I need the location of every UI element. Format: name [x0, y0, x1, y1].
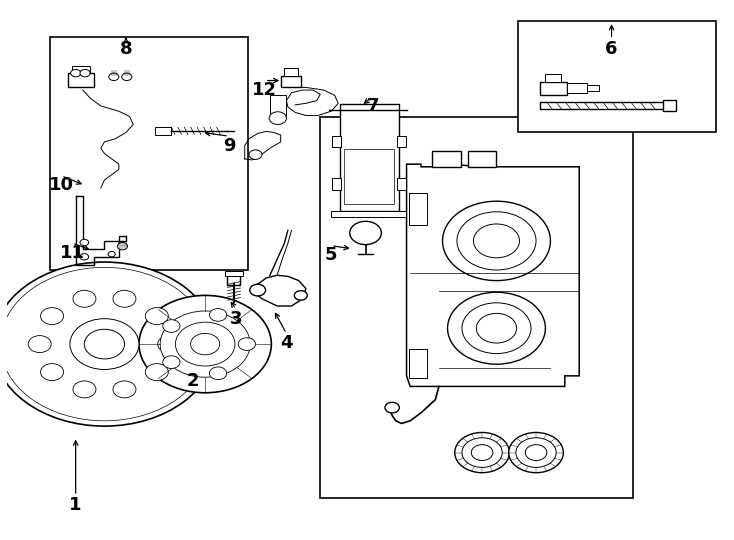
Text: 7: 7 — [366, 97, 379, 115]
Circle shape — [139, 295, 272, 393]
Text: 2: 2 — [186, 372, 199, 390]
Circle shape — [80, 239, 89, 246]
Circle shape — [239, 338, 255, 350]
Circle shape — [84, 329, 125, 359]
Bar — [225, 271, 243, 276]
Bar — [587, 85, 599, 91]
Text: 11: 11 — [59, 244, 84, 261]
Bar — [545, 74, 562, 82]
Circle shape — [108, 252, 115, 256]
Circle shape — [40, 308, 64, 325]
Bar — [320, 117, 633, 497]
Bar — [333, 178, 341, 190]
Text: 3: 3 — [230, 309, 242, 328]
Circle shape — [80, 70, 90, 77]
Circle shape — [455, 433, 509, 472]
Bar — [397, 136, 406, 147]
Bar — [468, 151, 496, 167]
Text: 8: 8 — [120, 40, 132, 58]
Circle shape — [28, 336, 51, 353]
Text: 6: 6 — [606, 40, 618, 58]
Text: 9: 9 — [222, 137, 235, 154]
Bar — [518, 21, 716, 132]
Circle shape — [448, 292, 545, 364]
Bar — [333, 136, 341, 147]
Circle shape — [209, 367, 227, 380]
Text: 12: 12 — [252, 81, 277, 99]
Circle shape — [249, 150, 262, 159]
Bar — [432, 151, 460, 167]
Circle shape — [40, 363, 64, 381]
Circle shape — [471, 444, 493, 461]
Bar — [409, 193, 426, 225]
Bar — [344, 149, 394, 204]
Circle shape — [349, 181, 382, 205]
Circle shape — [509, 433, 564, 472]
Bar — [340, 110, 399, 211]
Circle shape — [163, 320, 180, 333]
Circle shape — [473, 224, 520, 258]
Bar — [155, 126, 170, 135]
Circle shape — [70, 70, 81, 77]
Circle shape — [457, 212, 536, 270]
Circle shape — [158, 336, 181, 353]
Circle shape — [122, 73, 132, 80]
Circle shape — [0, 262, 216, 426]
Bar — [539, 82, 567, 96]
Circle shape — [117, 242, 128, 250]
Circle shape — [476, 313, 517, 343]
Circle shape — [385, 402, 399, 413]
Circle shape — [175, 322, 235, 366]
Circle shape — [0, 267, 208, 421]
Circle shape — [250, 284, 266, 296]
Circle shape — [145, 308, 168, 325]
Circle shape — [160, 311, 250, 377]
Circle shape — [294, 291, 308, 300]
Bar — [228, 274, 241, 285]
Circle shape — [73, 291, 96, 307]
Circle shape — [349, 221, 382, 245]
Circle shape — [516, 438, 556, 468]
Circle shape — [109, 73, 119, 80]
Circle shape — [191, 333, 219, 355]
Bar — [68, 72, 94, 87]
Circle shape — [443, 201, 550, 281]
Circle shape — [145, 363, 168, 381]
Circle shape — [80, 254, 89, 260]
Bar — [409, 349, 426, 379]
Bar — [51, 37, 248, 270]
Text: 5: 5 — [324, 246, 338, 264]
Circle shape — [113, 381, 136, 398]
Bar — [270, 96, 286, 117]
Bar — [539, 102, 672, 109]
Bar — [72, 66, 90, 72]
Bar — [664, 100, 676, 111]
Circle shape — [209, 308, 227, 321]
Circle shape — [163, 356, 180, 368]
Text: 10: 10 — [48, 177, 74, 194]
Circle shape — [269, 112, 286, 125]
Circle shape — [462, 303, 531, 354]
Bar — [331, 211, 406, 217]
Bar — [280, 76, 301, 87]
Circle shape — [526, 444, 547, 461]
Circle shape — [113, 291, 136, 307]
Bar — [283, 69, 298, 76]
Text: 1: 1 — [70, 496, 82, 515]
Polygon shape — [407, 164, 579, 387]
Text: 4: 4 — [280, 334, 293, 352]
Bar — [397, 178, 406, 190]
Bar — [567, 83, 587, 93]
Circle shape — [73, 381, 96, 398]
Circle shape — [70, 319, 139, 369]
Circle shape — [462, 438, 502, 468]
